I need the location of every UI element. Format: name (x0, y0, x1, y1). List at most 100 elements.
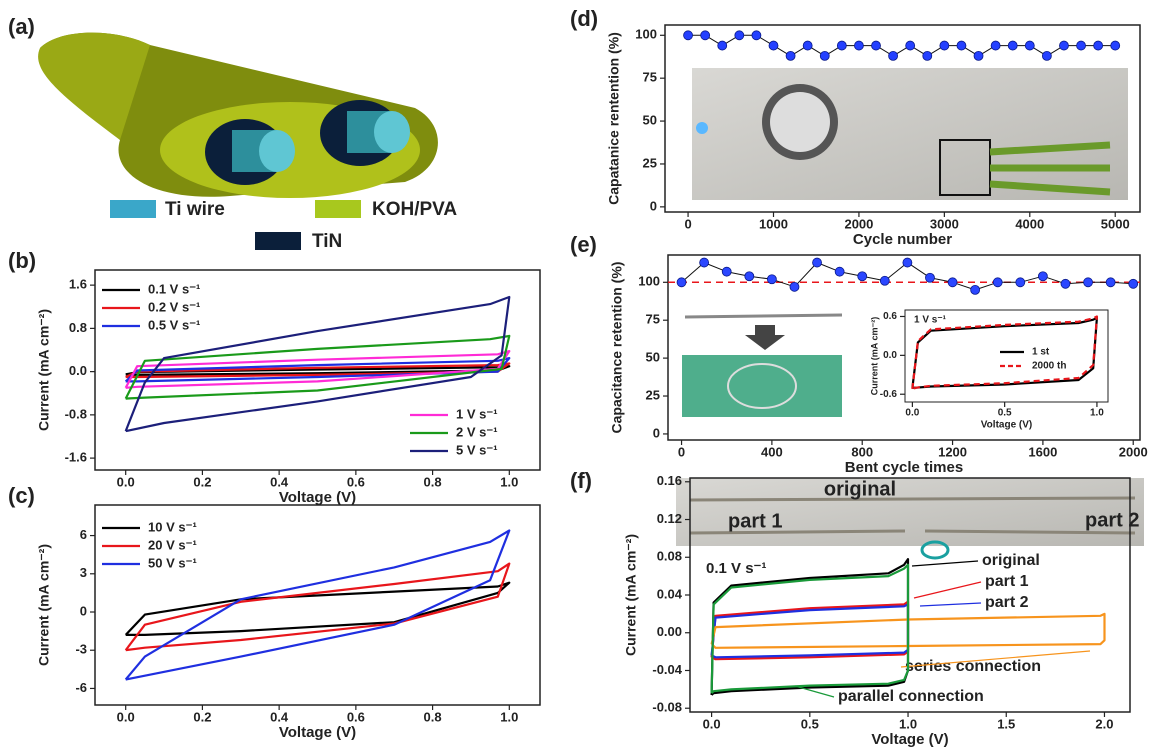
y-tick-label: 0 (80, 603, 87, 618)
panel-label: (a) (8, 14, 35, 39)
data-point (1038, 272, 1047, 281)
y-tick-label: -0.8 (65, 406, 87, 421)
legend-label: 1 V s⁻¹ (456, 406, 498, 421)
legend-swatch (255, 232, 301, 250)
x-axis-label: Voltage (V) (981, 420, 1032, 431)
legend-label: 2000 th (1032, 361, 1066, 372)
data-point (1008, 41, 1017, 50)
y-tick-label: 25 (643, 155, 657, 170)
y-tick-label: -0.6 (880, 389, 898, 400)
figure: (a)Ti wireKOH/PVATiN0.00.20.40.60.81.0-1… (0, 0, 1160, 747)
annotation: 0.1 V s⁻¹ (706, 560, 766, 577)
y-tick-label: -0.08 (652, 700, 682, 715)
x-tick-label: 0.6 (347, 474, 365, 489)
data-point (837, 41, 846, 50)
legend-label: 0.1 V s⁻¹ (148, 281, 200, 296)
annotation: part 1 (728, 510, 782, 532)
series-label-arrow (914, 582, 981, 598)
y-axis-label: Capacitance retention (%) (609, 262, 625, 434)
legend-label: 2 V s⁻¹ (456, 424, 498, 439)
photo-arrow (745, 325, 785, 350)
data-point (880, 276, 889, 285)
data-point (767, 275, 776, 284)
data-point (872, 41, 881, 50)
data-point (940, 41, 949, 50)
series-label: part 2 (985, 594, 1029, 611)
data-point (923, 51, 932, 60)
x-tick-label: 1000 (759, 216, 788, 231)
x-tick-label: 1600 (1028, 444, 1057, 459)
series-line (712, 604, 908, 657)
data-point (1016, 278, 1025, 287)
data-point (854, 41, 863, 50)
legend-swatch (110, 200, 156, 218)
x-tick-label: 0.8 (424, 474, 442, 489)
y-tick-label: 0.0 (883, 350, 897, 361)
data-point (957, 41, 966, 50)
y-tick-label: 50 (643, 113, 657, 128)
series-label: part 1 (985, 573, 1029, 590)
y-tick-label: 50 (646, 350, 660, 365)
data-point (752, 31, 761, 40)
panel-label: (b) (8, 248, 36, 273)
x-tick-label: 4000 (1015, 216, 1044, 231)
ti-wire-cap (259, 130, 295, 172)
data-point (858, 272, 867, 281)
data-point (820, 51, 829, 60)
data-point (1077, 41, 1086, 50)
annotation: 1 V s⁻¹ (914, 315, 947, 326)
y-tick-label: -3 (75, 642, 87, 657)
data-point (769, 41, 778, 50)
data-point (1094, 41, 1103, 50)
data-point (1111, 41, 1120, 50)
x-tick-label: 0.5 (998, 408, 1012, 419)
x-tick-label: 0.0 (117, 474, 135, 489)
x-tick-label: 0 (678, 444, 685, 459)
x-tick-label: 1.5 (997, 716, 1015, 731)
series-label: original (982, 552, 1040, 569)
panel-label: (d) (570, 6, 598, 31)
data-point (974, 51, 983, 60)
y-axis-label: Current (mA cm⁻²) (623, 534, 639, 656)
y-tick-label: 100 (635, 27, 657, 42)
y-tick-label: 1.6 (69, 277, 87, 292)
x-tick-label: 1.0 (1090, 408, 1104, 419)
legend-label: 0.2 V s⁻¹ (148, 299, 200, 314)
x-tick-label: 400 (761, 444, 783, 459)
x-tick-label: 0.4 (270, 474, 289, 489)
data-point (1129, 279, 1138, 288)
legend-label: KOH/PVA (372, 199, 457, 220)
data-point (1025, 41, 1034, 50)
data-point (790, 282, 799, 291)
y-tick-label: 0 (650, 198, 657, 213)
y-axis-label: Current (mA cm⁻²) (869, 317, 879, 395)
y-tick-label: 6 (80, 527, 87, 542)
data-point (925, 273, 934, 282)
data-point (1042, 51, 1051, 60)
x-tick-label: 0.2 (193, 474, 211, 489)
x-axis-label: Voltage (V) (279, 724, 356, 741)
device-photo (692, 68, 1128, 200)
x-tick-label: 2.0 (1095, 716, 1113, 731)
y-axis-label: Current (mA cm⁻²) (36, 309, 52, 431)
photo-wire (690, 498, 1135, 500)
y-tick-label: 3 (80, 565, 87, 580)
x-tick-label: 0.8 (424, 709, 442, 724)
data-point (906, 41, 915, 50)
y-tick-label: -1.6 (65, 450, 87, 465)
legend-swatch (315, 200, 361, 218)
y-tick-label: 100 (638, 274, 660, 289)
data-point (1061, 279, 1070, 288)
legend-label: TiN (312, 231, 342, 252)
series-label: parallel connection (838, 688, 984, 705)
data-point (889, 51, 898, 60)
annotation: part 2 (1085, 509, 1139, 531)
series-line (688, 35, 1115, 56)
plot-frame (95, 505, 540, 705)
y-tick-label: 0 (653, 425, 660, 440)
data-point (993, 278, 1002, 287)
legend-label: 20 V s⁻¹ (148, 537, 197, 552)
data-point (803, 41, 812, 50)
x-tick-label: 0.0 (905, 408, 919, 419)
y-tick-label: 0.6 (883, 311, 897, 322)
